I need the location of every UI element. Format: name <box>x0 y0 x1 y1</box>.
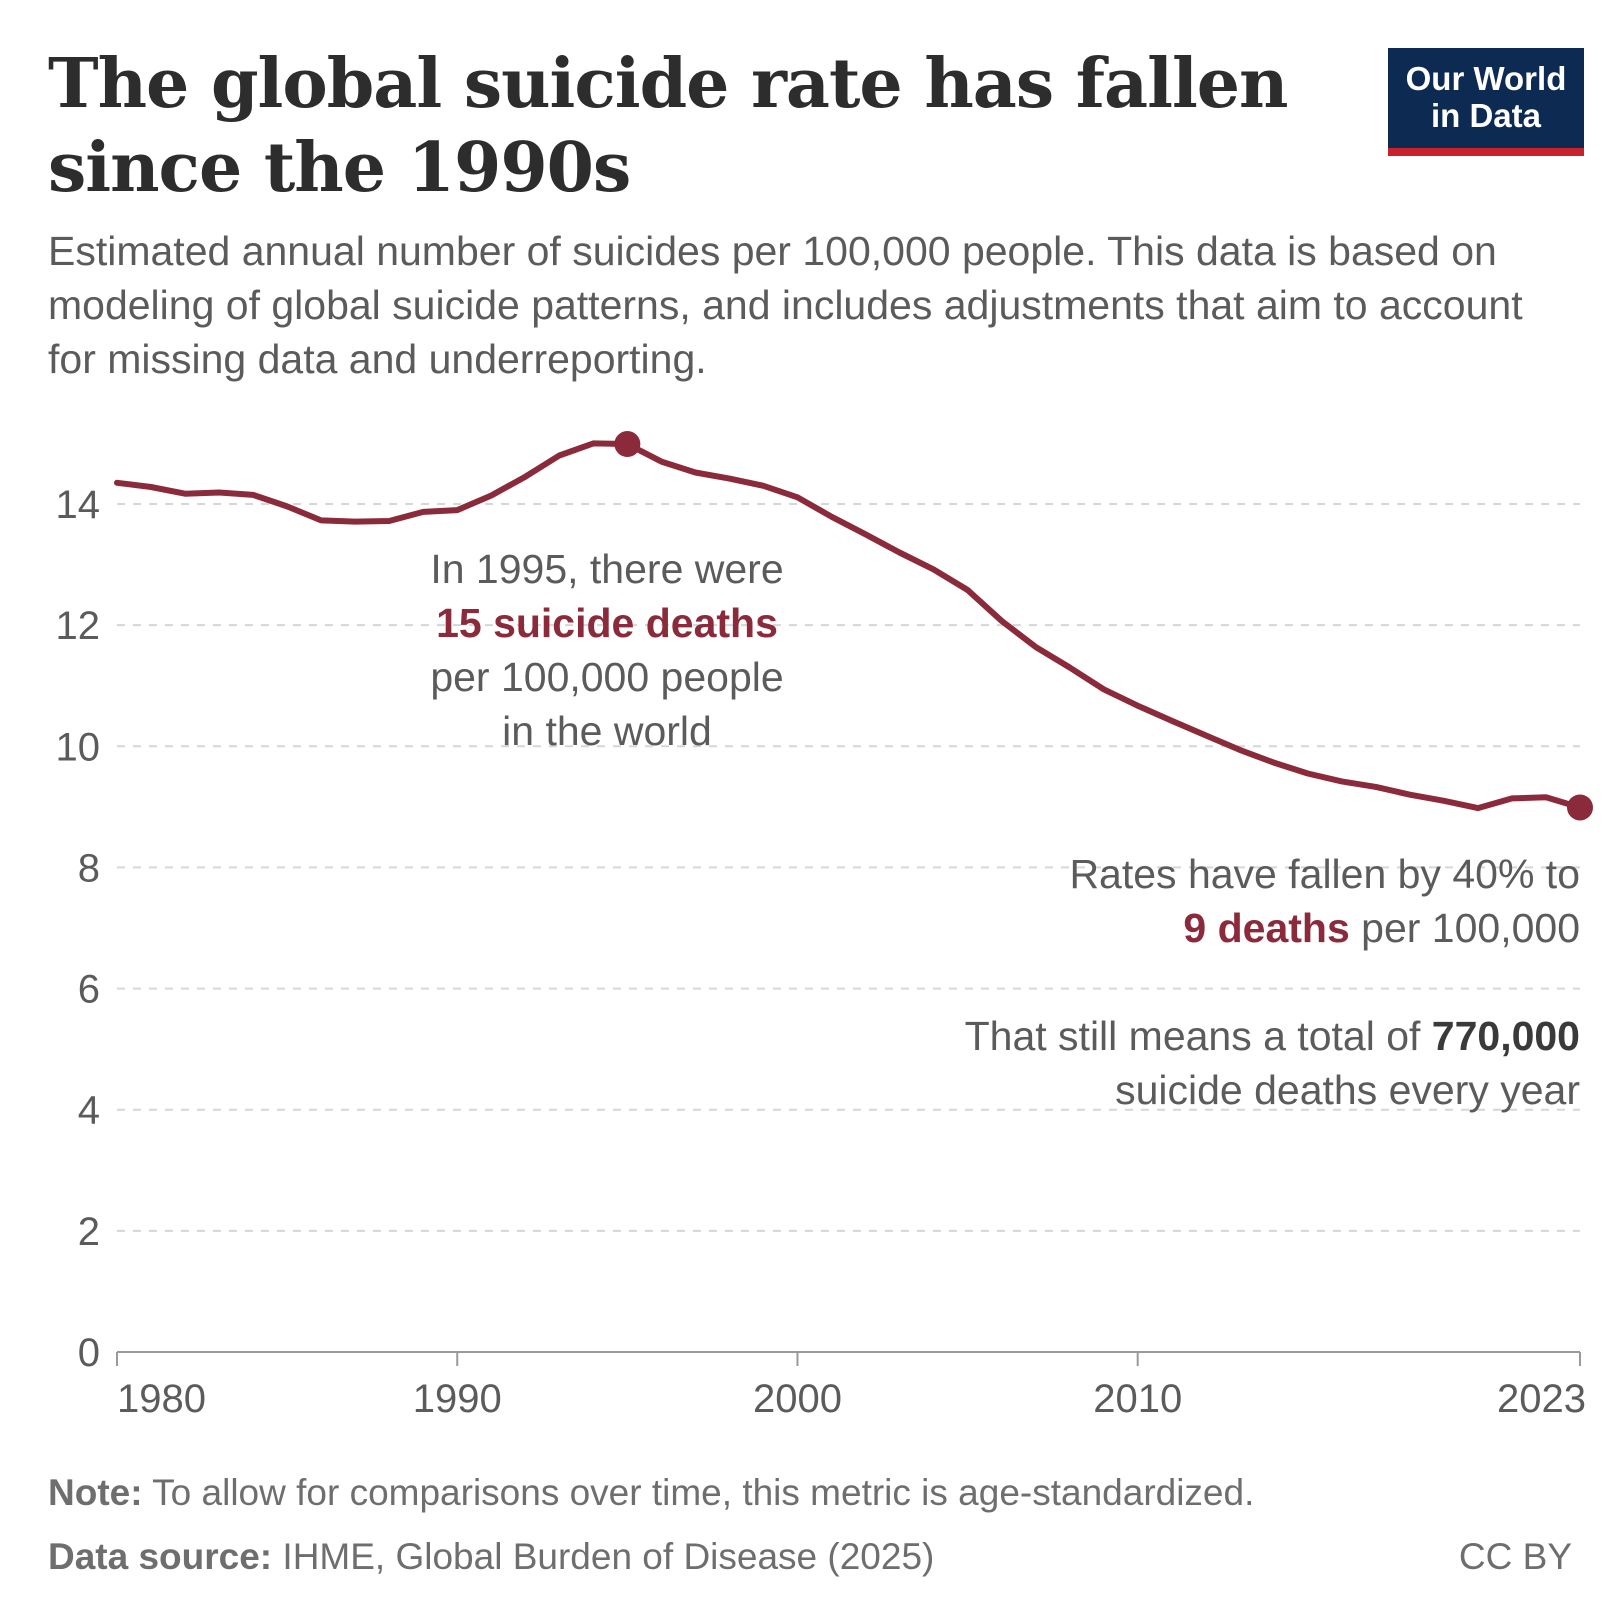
y-tick-label-14: 14 <box>56 483 101 527</box>
y-tick-label-12: 12 <box>56 604 101 648</box>
logo-text: Our World in Data <box>1388 60 1584 134</box>
line-chart: 0 2 4 6 8 10 12 14 1980 1990 2000 2010 2023 In 1995… <box>56 431 1593 1421</box>
highlight-point-2023 <box>1567 794 1593 821</box>
annotation-total-bold: 770,000 <box>1432 1013 1580 1059</box>
annotation-peak: In 1995, there were 15 suicide deaths pe… <box>430 546 783 754</box>
chart-title: The global suicide rate has fallen since… <box>48 44 1288 208</box>
x-tick-label-1980: 1980 <box>117 1377 206 1421</box>
footer-note: Note: To allow for comparisons over time… <box>48 1471 1254 1515</box>
annotation-peak-line-2: 15 suicide deaths <box>436 600 778 646</box>
annotation-latest-line-1: Rates have fallen by 40% to <box>1069 851 1580 897</box>
gridlines <box>117 503 1580 1232</box>
annotation-peak-line-4: in the world <box>502 708 712 754</box>
y-axis-tick-labels: 0 2 4 6 8 10 12 14 <box>56 483 101 1375</box>
annotation-total-line-2: suicide deaths every year <box>1115 1067 1580 1113</box>
series-lines <box>114 440 1583 812</box>
source-label: Data source: <box>48 1536 273 1577</box>
series-line-0 <box>114 440 1583 812</box>
y-tick-label-0: 0 <box>78 1331 100 1375</box>
note-text: To allow for comparisons over time, this… <box>142 1472 1255 1513</box>
annotation-latest: Rates have fallen by 40% to 9 deaths per… <box>1069 851 1580 951</box>
y-tick-label-2: 2 <box>78 1210 100 1254</box>
logo-line-2: in Data <box>1430 97 1542 134</box>
y-tick-label-8: 8 <box>78 846 100 890</box>
source-text: IHME, Global Burden of Disease (2025) <box>272 1536 935 1577</box>
logo-line-1: Our World <box>1405 60 1567 97</box>
license-link[interactable]: CC BY <box>1458 1536 1572 1577</box>
annotation-peak-line-1: In 1995, there were <box>430 546 783 592</box>
x-axis: 1980 1990 2000 2010 2023 <box>116 1351 1586 1421</box>
annotation-latest-line-2: 9 deaths per 100,000 <box>1183 905 1580 951</box>
y-tick-label-10: 10 <box>56 725 101 769</box>
annotation-total-line-1: That still means a total of 770,000 <box>965 1013 1580 1059</box>
x-tick-label-2000: 2000 <box>753 1377 842 1421</box>
annotation-latest-bold: 9 deaths <box>1183 905 1349 951</box>
x-tick-label-2023: 2023 <box>1497 1377 1586 1421</box>
annotation-total: That still means a total of 770,000 suic… <box>965 1013 1580 1113</box>
owid-logo[interactable]: Our World in Data <box>1388 48 1584 156</box>
annotation-latest-rest: per 100,000 <box>1350 905 1580 951</box>
annotation-peak-line-3: per 100,000 people <box>430 654 783 700</box>
y-tick-label-6: 6 <box>78 968 100 1012</box>
footer-source: Data source: IHME, Global Burden of Dise… <box>48 1535 934 1579</box>
highlight-points <box>614 431 1593 821</box>
x-tick-label-2010: 2010 <box>1093 1377 1182 1421</box>
chart-subtitle: Estimated annual number of suicides per … <box>48 228 1523 382</box>
highlight-point-1995 <box>614 431 641 458</box>
note-label: Note: <box>48 1472 143 1513</box>
x-tick-label-1990: 1990 <box>413 1377 502 1421</box>
y-tick-label-4: 4 <box>78 1089 100 1133</box>
annotation-total-text: That still means a total of <box>965 1013 1432 1059</box>
logo-accent-bar <box>1388 148 1584 156</box>
